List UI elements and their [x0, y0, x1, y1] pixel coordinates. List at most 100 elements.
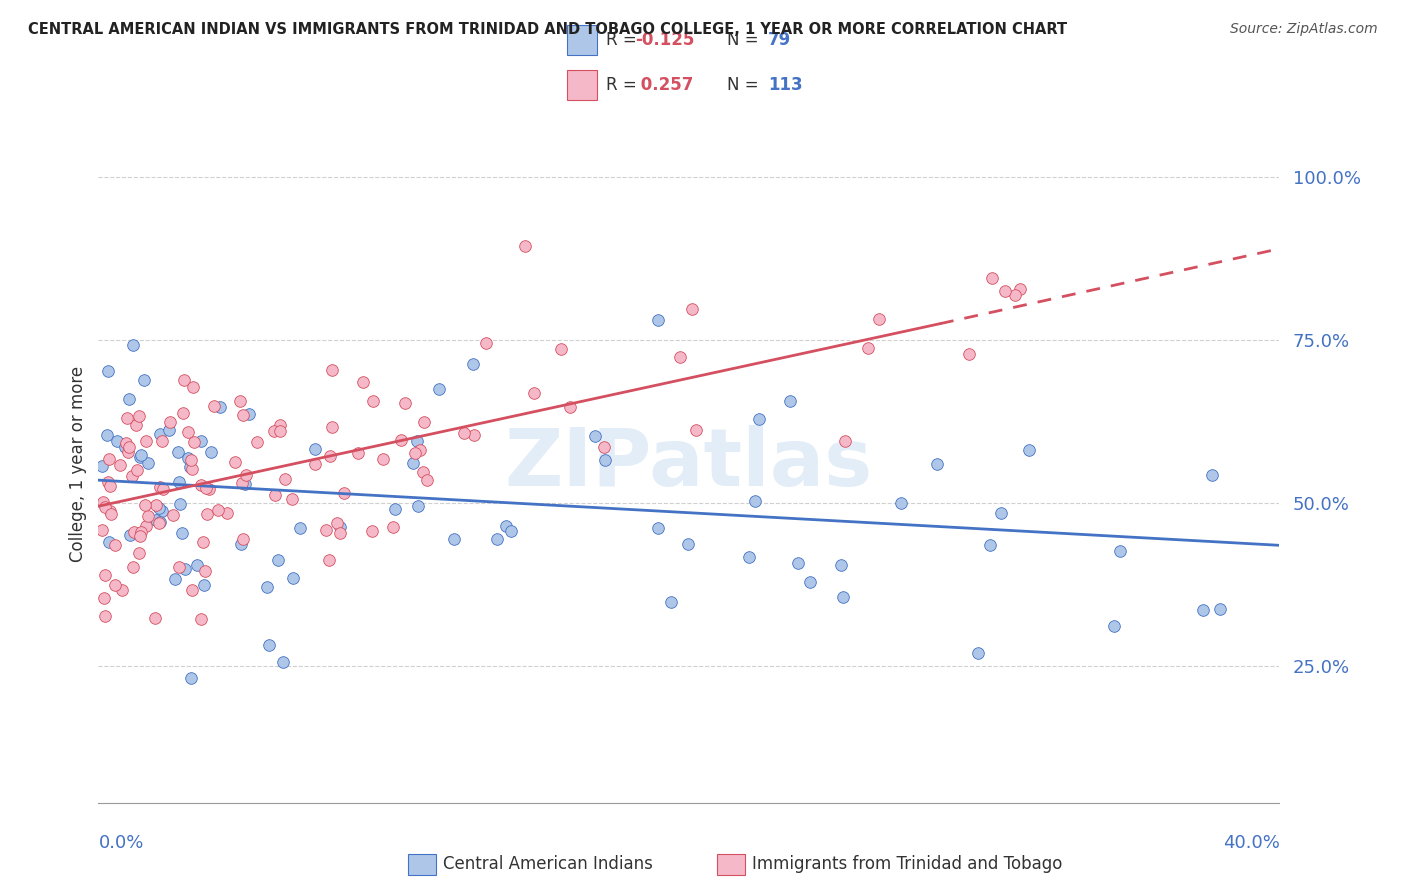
Bar — [567, 25, 596, 55]
Point — [181, 380, 204, 394]
Point — [173, 373, 195, 387]
Text: CENTRAL AMERICAN INDIAN VS IMMIGRANTS FROM TRINIDAD AND TOBAGO COLLEGE, 1 YEAR O: CENTRAL AMERICAN INDIAN VS IMMIGRANTS FR… — [28, 22, 1067, 37]
Point — [90, 458, 112, 473]
Text: R =: R = — [606, 31, 641, 49]
Point — [186, 558, 208, 572]
Point — [129, 450, 152, 464]
Point — [238, 407, 260, 421]
Point — [209, 400, 232, 414]
Point — [232, 408, 254, 422]
Point — [145, 498, 167, 512]
Text: -0.125: -0.125 — [636, 31, 695, 49]
Point — [169, 497, 191, 511]
Text: Source: ZipAtlas.com: Source: ZipAtlas.com — [1230, 22, 1378, 37]
Point — [145, 513, 167, 527]
Point — [676, 537, 699, 551]
Point — [246, 435, 269, 450]
Point — [994, 284, 1017, 298]
Point — [329, 520, 352, 534]
Point — [231, 475, 253, 490]
Point — [152, 482, 174, 496]
Point — [181, 582, 204, 597]
Point — [177, 450, 200, 465]
Point — [100, 507, 122, 521]
Point — [125, 417, 148, 432]
Point — [406, 434, 429, 448]
Point — [98, 504, 121, 518]
Point — [115, 411, 138, 425]
Point — [148, 501, 170, 516]
Point — [180, 672, 202, 686]
Point — [191, 535, 214, 549]
Point — [329, 526, 352, 541]
Point — [413, 415, 436, 429]
Point — [967, 646, 990, 660]
Point — [157, 423, 180, 437]
Point — [91, 523, 114, 537]
Point — [394, 395, 416, 409]
Point — [333, 486, 356, 500]
Point — [583, 429, 606, 443]
Point — [669, 351, 692, 365]
Point — [97, 364, 120, 378]
Point — [427, 382, 450, 396]
Point — [121, 468, 143, 483]
Point — [288, 521, 311, 535]
Point — [1004, 288, 1026, 302]
Point — [114, 436, 136, 450]
Point — [834, 434, 856, 448]
Point — [304, 442, 326, 456]
Point — [228, 393, 250, 408]
Point — [281, 571, 304, 585]
Point — [463, 428, 485, 442]
Text: ZIPatlas: ZIPatlas — [505, 425, 873, 503]
Point — [269, 425, 291, 439]
Point — [321, 363, 343, 377]
Point — [264, 488, 287, 502]
Point — [91, 495, 114, 509]
Point — [1109, 543, 1132, 558]
Point — [165, 572, 187, 586]
Point — [179, 460, 201, 475]
Point — [412, 465, 434, 479]
Bar — [567, 70, 596, 100]
Point — [748, 412, 770, 426]
Point — [779, 394, 801, 409]
Point — [190, 434, 212, 448]
Point — [94, 609, 117, 624]
Text: R =: R = — [606, 77, 641, 95]
Point — [131, 448, 153, 462]
Point — [132, 373, 155, 387]
Point — [150, 503, 173, 517]
Point — [108, 458, 131, 472]
Point — [267, 553, 290, 567]
Point — [198, 482, 221, 496]
Point — [117, 445, 139, 459]
Text: Immigrants from Trinidad and Tobago: Immigrants from Trinidad and Tobago — [752, 855, 1063, 873]
Point — [122, 337, 145, 351]
Point — [513, 239, 536, 253]
Point — [149, 515, 172, 529]
Point — [373, 451, 395, 466]
Point — [925, 458, 948, 472]
Point — [96, 428, 118, 442]
Point — [107, 434, 129, 448]
Point — [1209, 602, 1232, 616]
Point — [194, 481, 217, 495]
Point — [128, 529, 150, 543]
Point — [217, 506, 239, 520]
Point — [681, 302, 703, 317]
Point — [111, 582, 134, 597]
Point — [200, 445, 222, 459]
Point — [114, 440, 136, 454]
Point — [138, 456, 160, 470]
Point — [352, 375, 374, 389]
Point — [304, 457, 326, 471]
Point — [326, 516, 349, 530]
Point — [831, 591, 853, 605]
Point — [134, 498, 156, 512]
Point — [318, 553, 340, 567]
Point — [125, 463, 148, 477]
Point — [98, 452, 121, 467]
Point — [190, 612, 212, 626]
